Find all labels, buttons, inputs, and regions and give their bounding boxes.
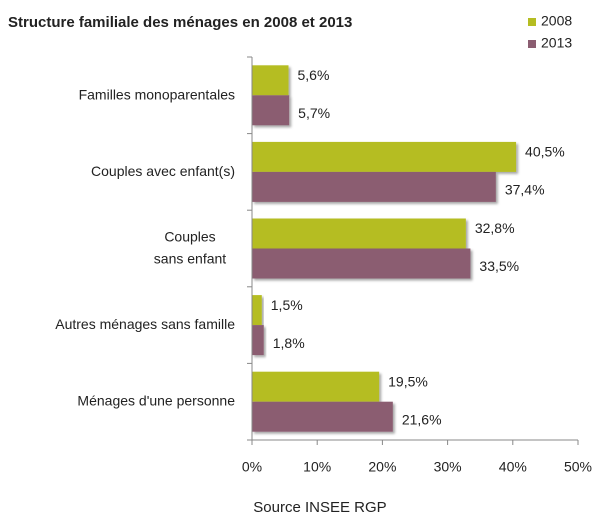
value-label: 19,5% <box>388 373 428 389</box>
x-tick-label: 40% <box>499 459 527 475</box>
bar <box>252 141 517 172</box>
x-tick-label: 20% <box>368 459 396 475</box>
legend-label: 2008 <box>541 13 572 29</box>
x-tick-label: 30% <box>434 459 462 475</box>
chart-title: Structure familiale des ménages en 2008 … <box>8 14 352 31</box>
bar <box>252 371 380 402</box>
bar <box>252 218 466 249</box>
bar <box>252 65 289 96</box>
bar <box>252 171 496 202</box>
x-tick-label: 0% <box>242 459 262 475</box>
value-label: 1,8% <box>273 335 305 351</box>
bar <box>252 295 262 326</box>
value-label: 5,7% <box>298 105 330 121</box>
value-label: 5,6% <box>298 67 330 83</box>
source: Source INSEE RGP <box>253 499 386 516</box>
legend-swatch <box>528 18 536 26</box>
value-label: 21,6% <box>402 411 442 427</box>
x-tick-label: 50% <box>564 459 592 475</box>
legend-label: 2013 <box>541 35 572 51</box>
x-tick-label: 10% <box>303 459 331 475</box>
category-label: Couples avec enfant(s) <box>91 163 235 179</box>
category-label: Autres ménages sans famille <box>55 316 235 332</box>
category-label: Ménages d'une personne <box>77 392 235 408</box>
bar <box>252 325 264 356</box>
bar <box>252 248 471 279</box>
value-label: 1,5% <box>271 297 303 313</box>
bar <box>252 401 393 432</box>
bar <box>252 95 290 126</box>
value-label: 37,4% <box>505 182 545 198</box>
legend-swatch <box>528 40 536 48</box>
category-label: Familles monoparentales <box>79 86 235 102</box>
value-label: 40,5% <box>525 144 565 160</box>
value-label: 32,8% <box>475 220 515 236</box>
category-label: Couples sans enfant <box>154 228 226 266</box>
value-label: 33,5% <box>479 258 519 274</box>
